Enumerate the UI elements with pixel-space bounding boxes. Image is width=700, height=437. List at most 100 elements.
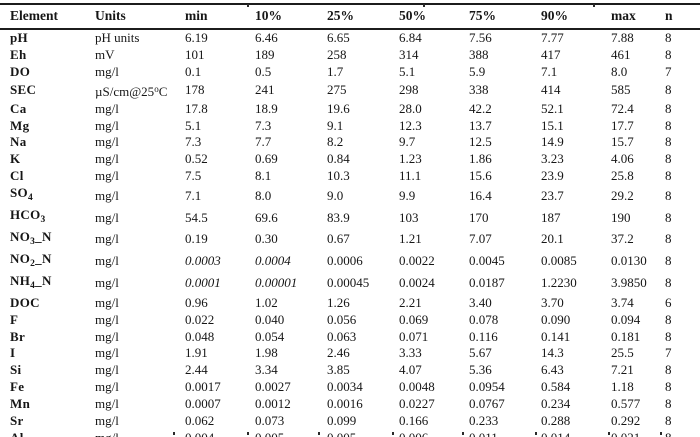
value-cell: 0.0048 [399, 379, 435, 395]
rule-tick [247, 432, 249, 435]
units-cell: mg/l [95, 362, 119, 378]
value-cell: 7.5 [185, 168, 202, 184]
value-cell: 314 [399, 46, 419, 62]
value-cell: 1.23 [399, 151, 422, 167]
value-cell: 83.9 [327, 209, 350, 225]
rule-tick [608, 432, 610, 435]
value-cell: 7.88 [611, 30, 634, 45]
value-cell: 0.577 [611, 396, 641, 412]
value-cell: 0.141 [541, 328, 571, 344]
value-cell: 8 [665, 311, 672, 327]
element-name-cell: I [10, 345, 16, 361]
value-cell: 6.84 [399, 30, 422, 45]
value-cell: 23.9 [541, 168, 564, 184]
units-cell: mg/l [95, 187, 119, 203]
table-row: NH4_N mg/l 0.0001 0.00001 0.00045 0.0024 0.018… [0, 273, 700, 295]
col-header-element: Element [10, 7, 58, 23]
value-cell: 461 [611, 46, 631, 62]
element-name-cell: Mg [10, 117, 30, 133]
value-cell: 0.040 [255, 311, 285, 327]
value-cell: 7 [665, 63, 672, 79]
element-name-cell: pH [10, 30, 28, 45]
element-name-cell: DO [10, 63, 31, 79]
value-cell: 0.022 [185, 311, 215, 327]
value-cell: 8 [665, 396, 672, 412]
col-header-75: 75% [469, 7, 496, 23]
value-cell: 0.005 [248, 430, 320, 437]
value-cell: 338 [469, 82, 489, 98]
value-cell: 8 [665, 231, 672, 247]
value-cell: 9.1 [327, 117, 344, 133]
value-cell: 0.0003 [185, 253, 221, 269]
value-cell: 0.234 [541, 396, 571, 412]
value-cell: 3.33 [399, 345, 422, 361]
value-cell: 0.0130 [611, 253, 647, 269]
col-header-25: 25% [327, 7, 354, 23]
value-cell: 2.21 [399, 294, 422, 310]
value-cell: 0.073 [255, 413, 285, 429]
value-cell: 8 [665, 46, 672, 62]
table-row: Br mg/l 0.048 0.054 0.063 0.071 0.116 0.141 0.18… [0, 329, 700, 346]
element-name-cell: NH4_N [10, 272, 52, 291]
value-cell: 275 [327, 82, 347, 98]
value-cell: 8 [665, 134, 672, 150]
value-cell: 258 [327, 46, 347, 62]
value-cell: 2.44 [185, 362, 208, 378]
value-cell: 18.9 [255, 100, 278, 116]
value-cell: 0.021 [604, 430, 658, 437]
col-header-10: 10% [255, 7, 282, 23]
value-cell: 0.96 [185, 294, 208, 310]
header-row: Element Units min 10% 25% 50% 75% 90% max n [0, 4, 700, 29]
value-cell: 7.1 [541, 63, 558, 79]
value-cell: 0.67 [327, 231, 350, 247]
value-cell: 7.1 [185, 187, 202, 203]
table-row: SEC µS/cm@25oC 178 241 275 298 338 414 585 8 [0, 81, 700, 101]
value-cell: 8 [665, 187, 672, 203]
value-cell: 0.116 [469, 328, 498, 344]
value-cell: 0.0767 [469, 396, 505, 412]
element-name-cell: Eh [10, 46, 27, 62]
rule-tick [173, 432, 175, 435]
value-cell: 15.1 [541, 117, 564, 133]
value-cell: 0.006 [392, 430, 462, 437]
value-cell: 5.9 [469, 63, 486, 79]
units-cell: mg/l [95, 328, 119, 344]
element-name-cell: HCO3 [10, 207, 46, 226]
table-row: Cl mg/l 7.5 8.1 10.3 11.1 15.6 23.9 25.8 8 [0, 168, 700, 185]
value-cell: 0.0027 [255, 379, 291, 395]
value-cell: 0.069 [399, 311, 429, 327]
value-cell: 189 [255, 46, 275, 62]
value-cell: 0.0007 [185, 396, 221, 412]
value-cell: 1.91 [185, 345, 208, 361]
value-cell: 190 [611, 209, 631, 225]
value-cell: 8 [665, 253, 672, 269]
table-row: Si mg/l 2.44 3.34 3.85 4.07 5.36 6.43 7.21 8 [0, 362, 700, 379]
value-cell: 0.00045 [327, 275, 370, 291]
value-cell: 0.233 [469, 413, 499, 429]
value-cell: 0.0012 [255, 396, 291, 412]
units-cell: mg/l [95, 396, 119, 412]
value-cell: 8 [665, 209, 672, 225]
value-cell: 0.078 [469, 311, 499, 327]
table-row: Mn mg/l 0.0007 0.0012 0.0016 0.0227 0.0767 0.23… [0, 396, 700, 413]
value-cell: 5.67 [469, 345, 492, 361]
value-cell: 298 [399, 82, 419, 98]
value-cell: 10.3 [327, 168, 350, 184]
value-cell: 12.3 [399, 117, 422, 133]
value-cell: 15.6 [469, 168, 492, 184]
value-cell: 72.4 [611, 100, 634, 116]
rule-tick [392, 432, 394, 435]
value-cell: 8.0 [611, 63, 628, 79]
value-cell: 0.011 [462, 430, 534, 437]
value-cell: 3.85 [327, 362, 350, 378]
value-cell: 0.004 [178, 430, 248, 437]
value-cell: 0.0016 [327, 396, 363, 412]
value-cell: 0.062 [185, 413, 215, 429]
element-name-cell: NO2_N [10, 250, 52, 269]
value-cell: 0.0004 [255, 253, 291, 269]
value-cell: 0.19 [185, 231, 208, 247]
value-cell: 1.86 [469, 151, 492, 167]
units-cell: mg/l [95, 345, 119, 361]
value-cell: 3.70 [541, 294, 564, 310]
